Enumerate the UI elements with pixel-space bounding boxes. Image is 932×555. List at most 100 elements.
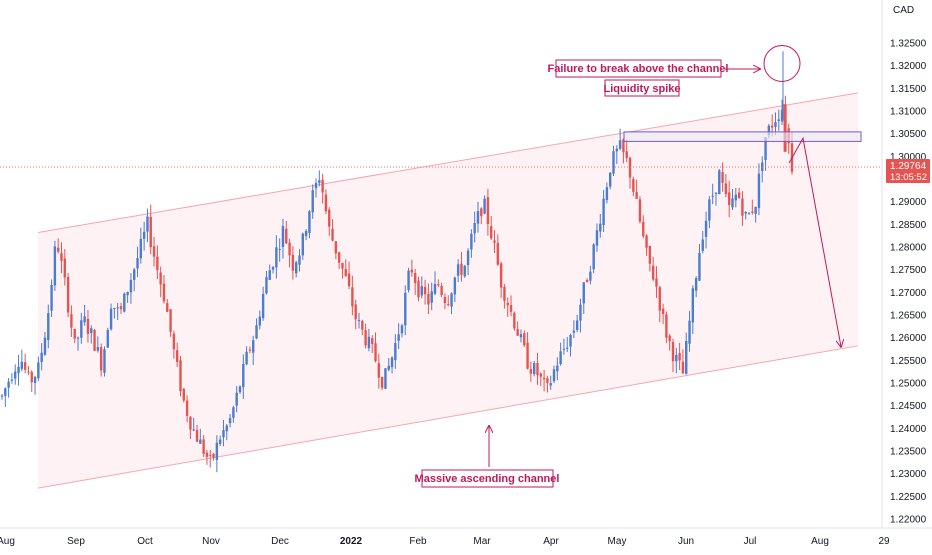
candle-body — [99, 347, 103, 371]
candle-body — [294, 262, 298, 274]
candle-body — [328, 209, 331, 227]
time-tick-label: Oct — [137, 536, 153, 547]
candle-body — [215, 442, 219, 460]
candle-body — [334, 241, 338, 254]
channel-annotation[interactable]: Massive ascending channel — [415, 469, 560, 488]
candle-body — [30, 371, 33, 383]
price-tick-label: 1.28500 — [890, 220, 927, 231]
candle-body — [453, 277, 457, 295]
candle-body — [390, 357, 394, 368]
candle-body — [470, 233, 473, 250]
price-axis[interactable]: CAD 1.32500 1.32000 1.31500 1.31000 1.30500 1… — [881, 0, 927, 528]
candle-body — [483, 198, 486, 214]
candle-body — [589, 271, 592, 281]
candle-body — [423, 286, 427, 295]
candle-body — [40, 352, 43, 362]
candle-body — [364, 330, 367, 346]
candle-body — [724, 183, 728, 195]
candle-body — [152, 246, 156, 257]
candle-body — [33, 376, 37, 383]
candle-body — [394, 343, 397, 361]
candle-body — [668, 335, 671, 342]
candle-body — [493, 240, 496, 243]
candle-body — [400, 325, 404, 334]
candle-body — [374, 343, 377, 362]
candle-body — [536, 363, 539, 376]
candle-body — [314, 182, 318, 189]
resistance-zone — [623, 131, 862, 142]
candle-body — [691, 288, 695, 323]
candle-body — [711, 195, 714, 197]
price-tick-label: 1.27000 — [890, 288, 927, 299]
candle-body — [133, 269, 136, 280]
candle-body — [688, 320, 691, 344]
candle-body — [136, 258, 139, 269]
candle-body — [579, 304, 582, 321]
candle-body — [562, 348, 566, 350]
candle-body — [648, 245, 652, 264]
time-tick-label: Dec — [271, 536, 289, 547]
candle-body — [192, 429, 195, 431]
failure-label: Failure to break above the channel — [548, 63, 729, 75]
candle-body — [741, 198, 744, 216]
channel-label: Massive ascending channel — [415, 473, 560, 485]
candle-body — [466, 250, 470, 266]
candle-body — [0, 395, 4, 397]
candle-body — [90, 328, 93, 334]
candle-body — [384, 368, 387, 389]
candle-body — [496, 242, 500, 265]
liquidity-annotation[interactable]: Liquidity spike — [603, 79, 681, 97]
candle-body — [572, 330, 576, 333]
price-tick-label: 1.28000 — [890, 243, 927, 254]
candle-body — [278, 248, 281, 250]
candle-body — [195, 429, 199, 442]
candle-body — [103, 349, 106, 373]
candle-body — [225, 425, 228, 432]
candle-body — [602, 198, 605, 226]
candle-body — [129, 280, 133, 293]
time-tick-label: May — [608, 536, 627, 547]
candle-body — [156, 256, 159, 271]
channel-upper-line — [37, 92, 859, 233]
candle-body — [737, 192, 741, 198]
candle-body — [123, 293, 126, 312]
price-tick-label: 1.25500 — [890, 356, 927, 367]
candle-body — [324, 194, 328, 212]
candle-body — [638, 199, 642, 222]
candle-body — [281, 226, 285, 248]
candle-body — [37, 362, 40, 379]
candle-body — [149, 216, 152, 248]
price-tick-label: 1.25000 — [890, 378, 927, 389]
candle-body — [73, 328, 76, 339]
liquidity-circle — [763, 44, 801, 82]
candle-body — [566, 347, 569, 349]
candle-body — [189, 416, 192, 430]
candle-body — [661, 308, 665, 315]
price-tick-label: 1.24500 — [890, 401, 927, 412]
candle-body — [599, 223, 602, 232]
candle-body — [387, 365, 390, 370]
candle-body — [17, 366, 20, 374]
price-tick-label: 1.22500 — [890, 492, 927, 503]
time-tick-label: Sep — [67, 536, 85, 547]
candle-body — [159, 272, 162, 285]
candle-body — [490, 226, 493, 239]
candle-body — [56, 247, 60, 252]
candle-body — [245, 351, 248, 365]
bar-countdown: 13:05:52 — [890, 172, 927, 183]
candle-body — [757, 173, 761, 209]
candle-body — [681, 361, 685, 374]
candle-body — [80, 320, 83, 338]
candle-body — [228, 418, 232, 424]
failure-annotation[interactable]: Failure to break above the channel — [548, 59, 729, 78]
candle-body — [499, 263, 503, 288]
candle-body — [622, 139, 625, 153]
candle-body — [351, 287, 354, 307]
candle-body — [420, 286, 423, 296]
time-tick-label: 2022 — [340, 536, 363, 547]
time-axis[interactable]: Aug Sep Oct Nov Dec 2022 Feb Mar Apr May Jun Jul Aug… — [0, 527, 932, 547]
candle-body — [708, 199, 711, 221]
candle-body — [751, 211, 754, 213]
candle-body — [407, 270, 410, 291]
